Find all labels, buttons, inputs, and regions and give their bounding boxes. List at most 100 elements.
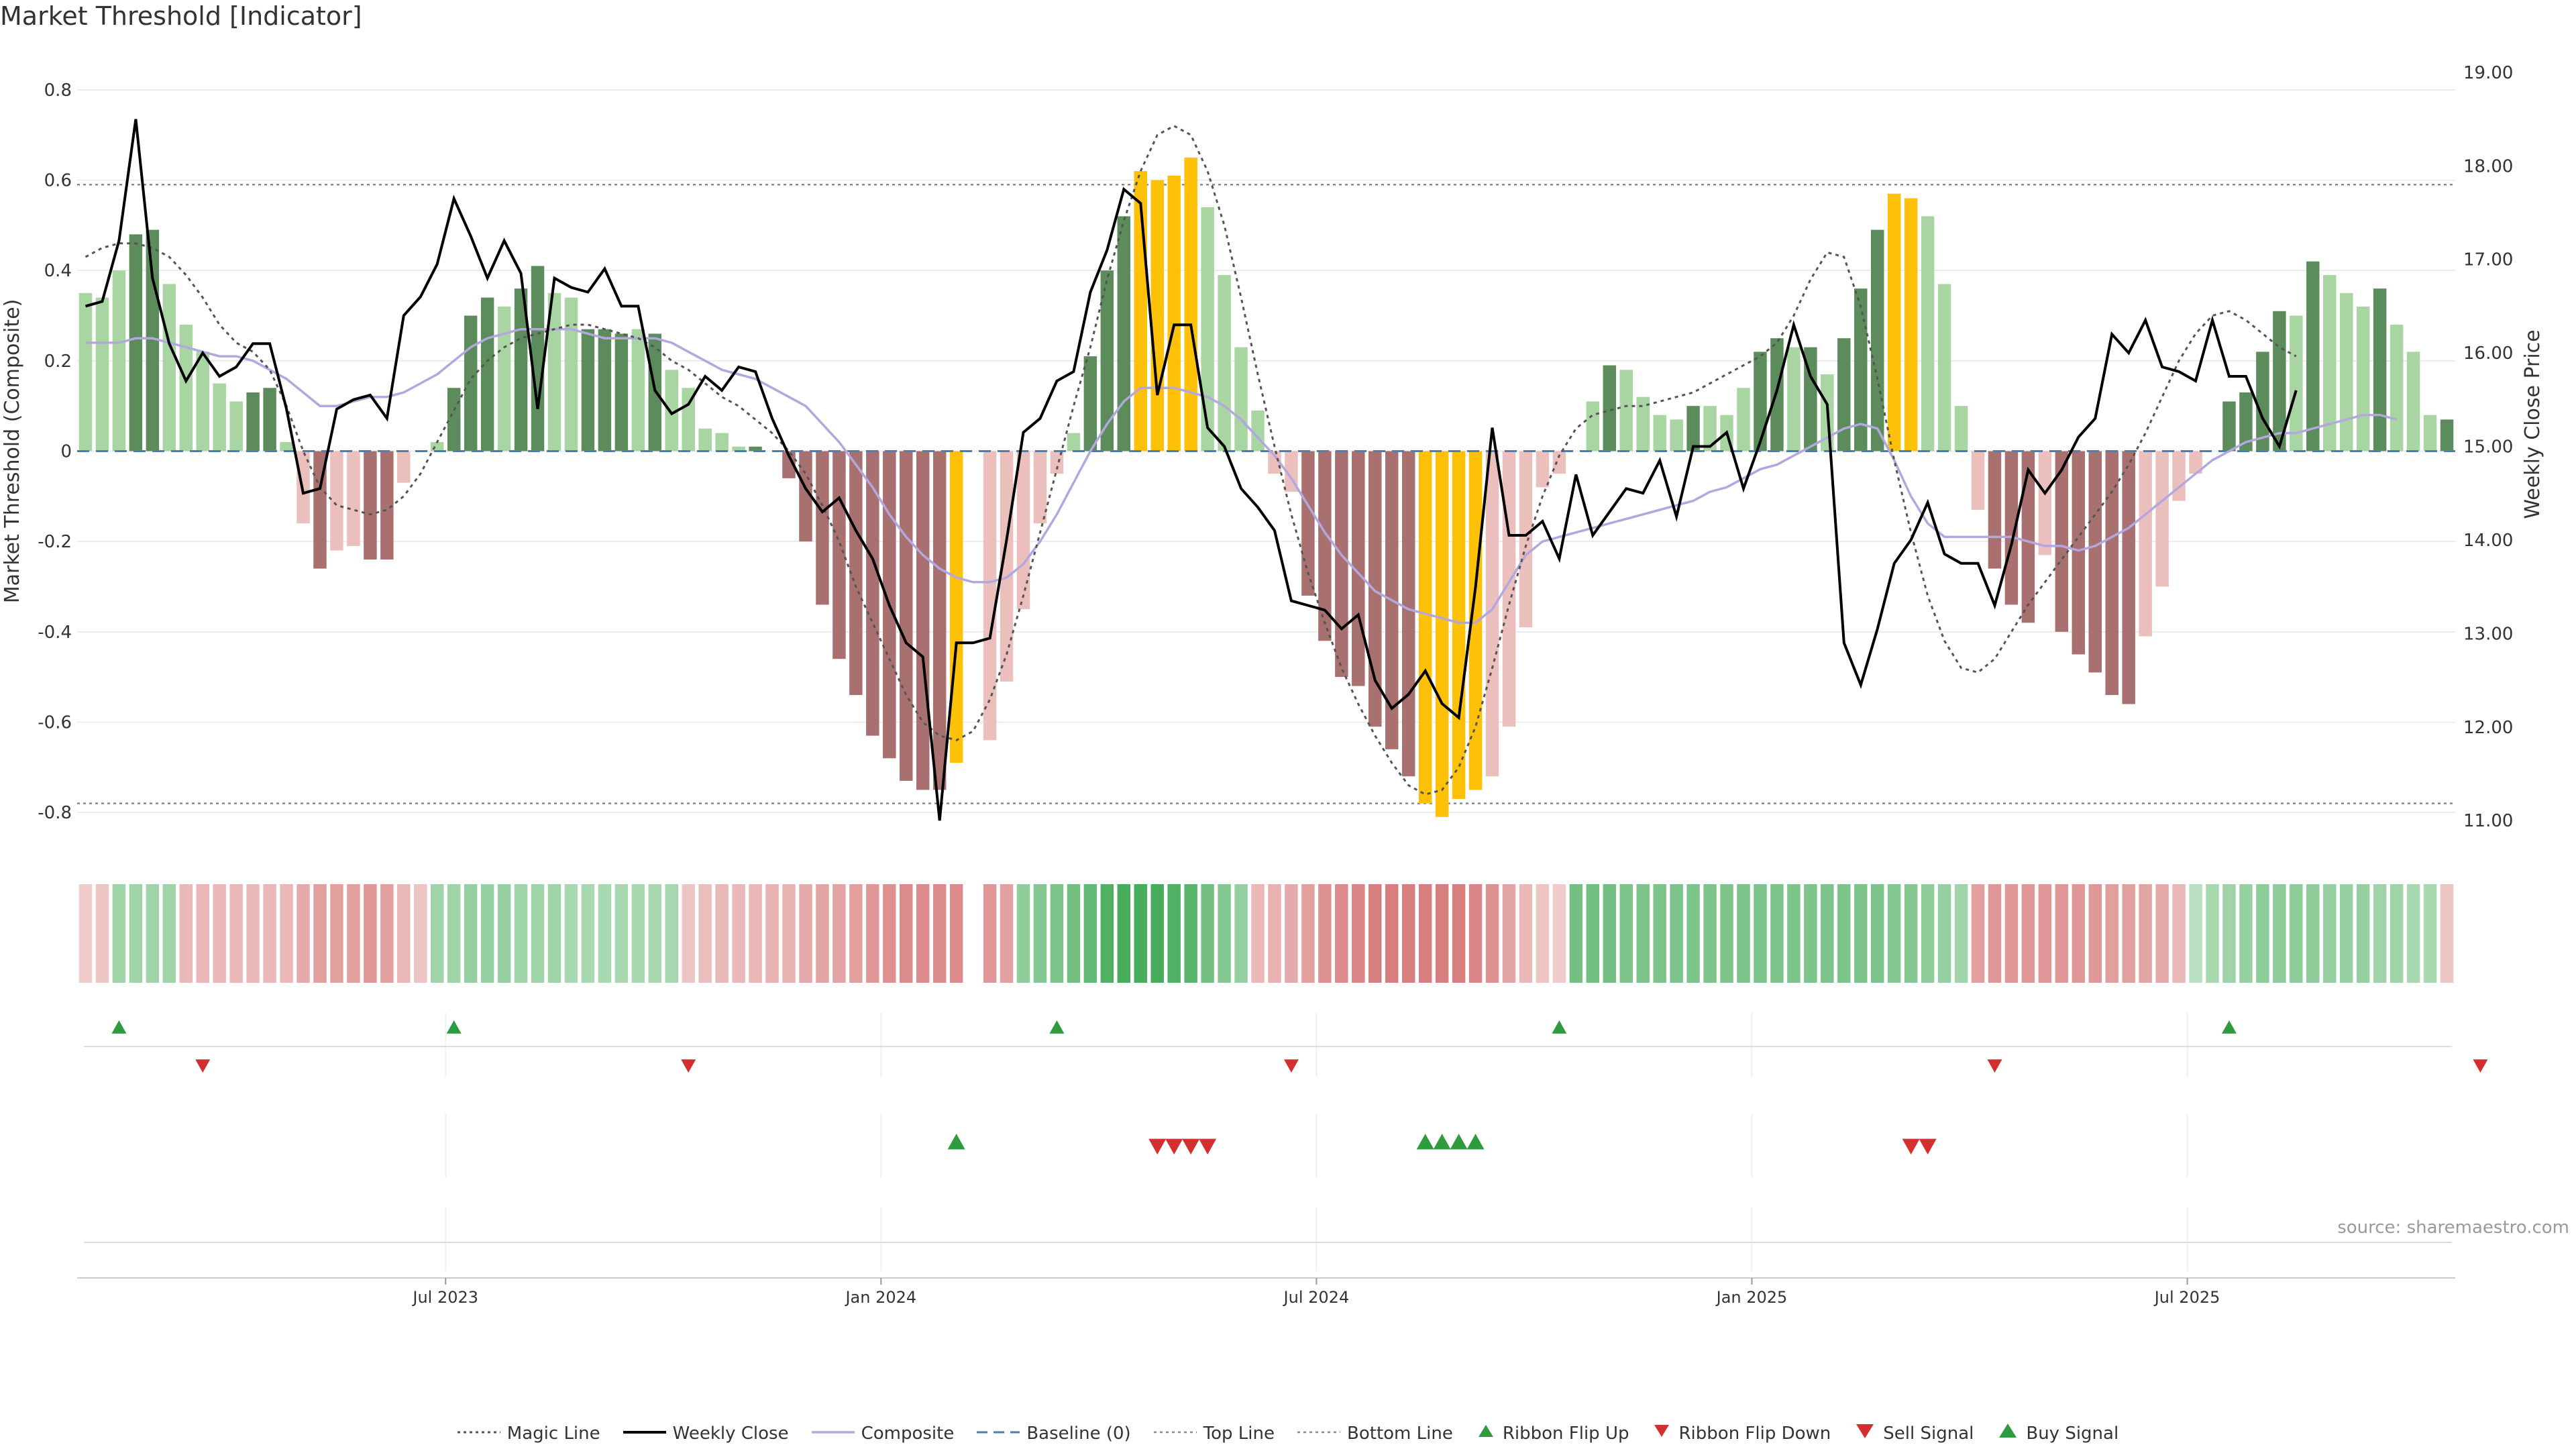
sell-signal-marker (1199, 1138, 1217, 1155)
y-left-tick-label: -0.2 (38, 532, 72, 552)
ribbon-cell (1519, 884, 1533, 983)
composite-bar (2088, 451, 2102, 673)
composite-bar (2122, 451, 2135, 704)
composite-bar (1787, 347, 1801, 451)
composite-bar (816, 451, 829, 605)
legend-item: Magic Line (457, 1423, 600, 1444)
ribbon-flip-down-marker (681, 1059, 696, 1073)
ribbon-cell (213, 884, 226, 983)
ribbon-cell (330, 884, 343, 983)
legend-item: Ribbon Flip Up (1476, 1423, 1629, 1444)
composite-bar (2172, 451, 2186, 501)
ribbon-cell (2373, 884, 2387, 983)
y-right-tick-label: 16.00 (2463, 343, 2513, 364)
composite-bar (162, 284, 176, 451)
composite-bar (1937, 284, 1951, 451)
composite-bar (2356, 307, 2370, 451)
legend-item: Baseline (0) (977, 1424, 1131, 1444)
legend-label: Magic Line (506, 1423, 600, 1444)
source-credit: source: sharemaestro.com (2337, 1218, 2569, 1238)
composite-bar (866, 451, 879, 736)
ribbon-cell (179, 884, 193, 983)
ribbon-cell (447, 884, 461, 983)
y-right-tick-label: 12.00 (2463, 718, 2513, 738)
composite-bar (1000, 451, 1014, 682)
ribbon-cell (1837, 884, 1851, 983)
composite-bar (2072, 451, 2086, 655)
composite-bar (2239, 392, 2253, 451)
legend-item: Buy Signal (1996, 1422, 2118, 1444)
composite-bar (1016, 451, 1030, 610)
ribbon-cell (1318, 884, 1332, 983)
composite-bar (1100, 270, 1114, 451)
composite-bar (129, 234, 143, 451)
composite-bar (1418, 451, 1432, 804)
ribbon-cell (2222, 884, 2236, 983)
y-left-tick-label: 0 (60, 442, 72, 462)
buy-signal-marker (1450, 1134, 1468, 1150)
ribbon-flip-down-marker (195, 1059, 211, 1073)
y-left-tick-label: 0.8 (44, 80, 72, 101)
ribbon-cell (280, 884, 293, 983)
legend-swatch-icon (457, 1424, 500, 1444)
ribbon-cell (1586, 884, 1600, 983)
composite-bar (1251, 410, 1265, 451)
composite-bar (698, 428, 712, 451)
sell-signal-marker (1165, 1138, 1183, 1155)
composite-bar (1619, 370, 1633, 451)
ribbon-cell (1150, 884, 1164, 983)
ribbon-cell (983, 884, 997, 983)
ribbon-cell (1218, 884, 1231, 983)
ribbon-cell (531, 884, 545, 983)
composite-bar (1804, 347, 1817, 451)
ribbon-cell (1083, 884, 1097, 983)
ribbon-cell (614, 884, 629, 983)
ribbon-cell (1569, 884, 1583, 983)
ribbon-cell (1937, 884, 1951, 983)
composite-bar (1603, 365, 1617, 451)
ribbon-cell (497, 884, 511, 983)
ribbon-cell (1720, 884, 1733, 983)
ribbon-cell (765, 884, 779, 983)
composite-bar (1318, 451, 1332, 641)
composite-bar (983, 451, 997, 741)
composite-bar (1954, 406, 1968, 451)
composite-bar (1636, 396, 1650, 451)
ribbon-cell (1117, 884, 1131, 983)
ribbon-cell (1854, 884, 1868, 983)
composite-bar (1904, 198, 1918, 451)
ribbon-cell (1754, 884, 1767, 983)
composite-bar (1368, 451, 1382, 727)
y-left-axis-label: Market Threshold (Composite) (1, 299, 24, 604)
composite-bar (1703, 406, 1717, 451)
ribbon-cell (1435, 884, 1449, 983)
composite-line (85, 327, 2398, 625)
composite-bar (480, 297, 494, 451)
ribbon-cell (162, 884, 176, 983)
ribbon-cell (1134, 884, 1148, 983)
chart-title: Market Threshold [Indicator] (0, 1, 362, 31)
weekly-close-line (85, 119, 2298, 821)
ribbon-cell (849, 884, 863, 983)
composite-bar (1167, 175, 1181, 451)
ribbon-cell (665, 884, 678, 983)
composite-bar (213, 383, 226, 451)
y-left-tick-label: -0.4 (38, 623, 72, 643)
ribbon-cell (1954, 884, 1968, 983)
composite-bar (1201, 207, 1214, 451)
ribbon-cell (146, 884, 160, 983)
legend-swatch-icon (811, 1424, 855, 1444)
ribbon-cell (949, 884, 963, 983)
composite-bar (246, 392, 260, 451)
composite-bar (531, 266, 545, 451)
ribbon-cell (1418, 884, 1432, 983)
y-right-tick-label: 14.00 (2463, 531, 2513, 551)
ribbon-cell (1502, 884, 1516, 983)
ribbon-cell (1670, 884, 1683, 983)
ribbon-cell (2172, 884, 2186, 983)
composite-bar (1921, 216, 1935, 451)
ribbon-cell (1268, 884, 1281, 983)
ribbon-cell (782, 884, 796, 983)
ribbon-cell (1603, 884, 1617, 983)
composite-bar (2155, 451, 2169, 587)
